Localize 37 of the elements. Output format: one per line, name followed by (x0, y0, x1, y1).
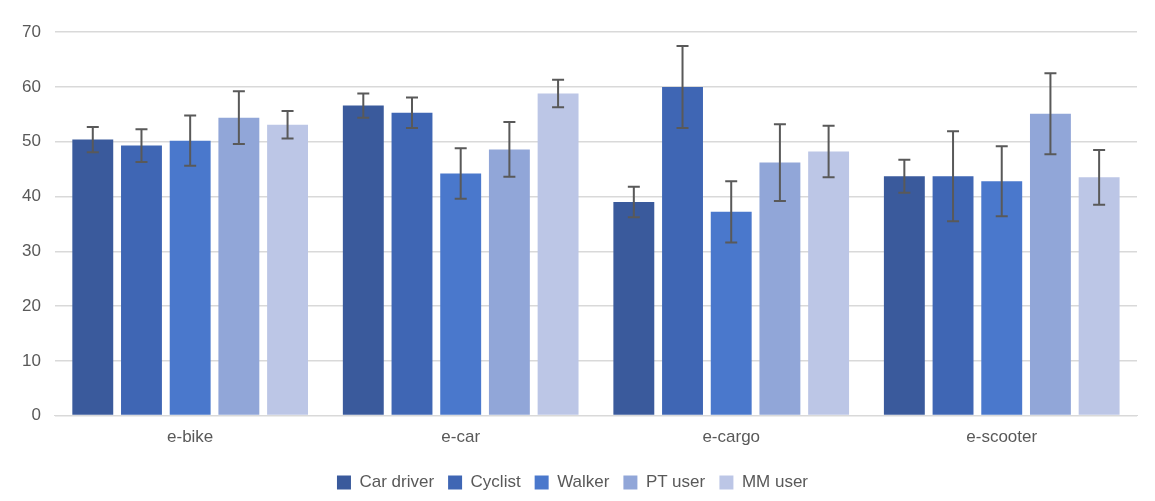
bar (1078, 177, 1120, 415)
x-tick-label: e-scooter (966, 427, 1038, 447)
y-tick-label: 40 (21, 186, 41, 206)
bar (391, 112, 433, 415)
legend-label: Walker (557, 472, 610, 492)
bar (662, 86, 703, 415)
x-tick-label: e-car (441, 427, 481, 447)
legend-label: Cyclist (470, 472, 521, 492)
bar (710, 211, 752, 415)
bar (883, 176, 925, 415)
bar (488, 149, 530, 415)
y-tick-label: 60 (21, 76, 41, 96)
y-tick-label: 20 (21, 295, 41, 315)
bar (218, 117, 260, 415)
y-tick-label: 50 (21, 131, 41, 151)
legend-label: MM user (741, 472, 809, 492)
bar (981, 181, 1023, 415)
legend-label: PT user (645, 472, 706, 492)
bar (613, 201, 655, 415)
bar (1029, 113, 1071, 415)
y-tick-label: 70 (21, 21, 41, 41)
bar (72, 139, 114, 415)
y-tick-label: 0 (31, 405, 41, 425)
legend-label: Car driver (359, 472, 435, 492)
bar (121, 145, 162, 415)
bar (759, 162, 801, 415)
bar (808, 151, 850, 415)
y-tick-label: 30 (21, 240, 41, 260)
bar (342, 105, 384, 415)
bar (440, 173, 482, 415)
y-tick-label: 10 (21, 350, 41, 370)
x-tick-label: e-cargo (702, 427, 761, 447)
bar (537, 93, 579, 415)
x-tick-label: e-bike (167, 427, 214, 447)
bar (267, 124, 309, 415)
bar (169, 140, 211, 415)
bar (932, 176, 974, 415)
